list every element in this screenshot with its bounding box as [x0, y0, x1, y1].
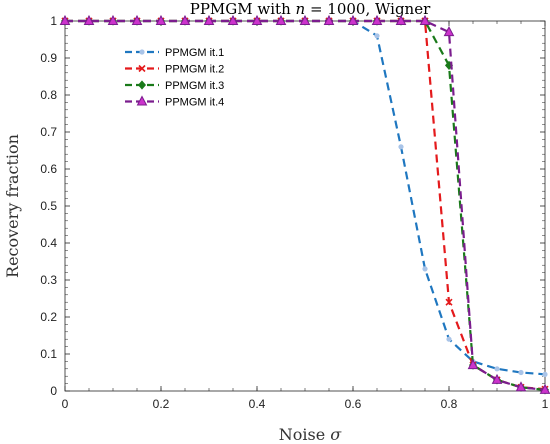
series-4-point — [443, 26, 455, 37]
series-1-point — [542, 371, 548, 377]
series-4-point — [227, 14, 239, 25]
series-1-point — [494, 366, 500, 372]
series-4-point — [179, 14, 191, 25]
legend-label: PPMGM it.3 — [165, 80, 224, 92]
y-tick-label: 0.1 — [40, 347, 57, 361]
x-tick-label: 0.8 — [441, 397, 458, 411]
legend-marker — [137, 80, 147, 90]
series-4-point — [203, 14, 215, 25]
legend-label: PPMGM it.2 — [165, 64, 224, 76]
series-4-point — [107, 14, 119, 25]
series-2-point — [445, 298, 453, 306]
series-4-point — [515, 381, 527, 392]
series-1-point — [446, 336, 452, 342]
legend-marker — [138, 64, 146, 73]
legend-label: PPMGM it.1 — [165, 47, 224, 59]
x-tick-label: 1 — [542, 397, 549, 411]
axis-ticks: 0 0.2 0.4 0.6 0.8 1 0 0.1 0.2 0.3 0.4 0.5 0.6 0.7 0.8 0… — [40, 14, 548, 411]
series-4-point — [419, 14, 431, 25]
x-axis-label: Noise σ — [279, 425, 343, 444]
series-4-point — [491, 373, 503, 384]
series-4-point — [299, 14, 311, 25]
series-4-point — [83, 14, 95, 25]
x-tick-label: 0.4 — [249, 397, 266, 411]
series-4 — [59, 14, 550, 394]
y-tick-label: 0.2 — [40, 310, 57, 324]
series-4-point — [131, 14, 143, 25]
series-1-point — [518, 369, 524, 376]
y-axis-label: Recovery fraction — [3, 134, 22, 278]
legend-label: PPMGM it.4 — [165, 97, 224, 109]
legend-marker — [136, 95, 148, 106]
legend-item: PPMGM it.3 — [125, 80, 224, 92]
series-4-point — [467, 359, 479, 370]
series-layer — [59, 14, 550, 395]
series-4-point — [347, 14, 359, 25]
x-tick-label: 0.6 — [345, 397, 362, 411]
series-4-point — [275, 14, 287, 25]
series-4-point — [251, 14, 263, 25]
chart-title-prefix: PPMGM with — [190, 0, 296, 18]
series-4-point — [155, 14, 167, 25]
chart-title-variable: n — [296, 0, 306, 18]
series-1-point — [374, 33, 380, 39]
y-tick-label: 0.3 — [40, 273, 57, 287]
chart-title-suffix: = 1000, Wigner — [305, 0, 431, 18]
x-tick-label: 0.2 — [153, 397, 170, 411]
chart-title: PPMGM with n = 1000, Wigner — [190, 0, 431, 18]
series-4-point — [371, 14, 383, 25]
y-tick-label: 0.9 — [40, 51, 57, 65]
series-4-point — [59, 14, 71, 25]
legend-item: PPMGM it.2 — [125, 64, 224, 76]
x-tick-label: 0 — [62, 397, 69, 411]
series-1-point — [398, 144, 404, 150]
series-1-point — [422, 266, 428, 272]
legend-item: PPMGM it.1 — [125, 47, 224, 59]
x-axis-label-text: Noise — [279, 425, 331, 444]
y-tick-label: 0 — [50, 384, 57, 398]
legend-marker — [139, 49, 145, 55]
y-tick-label: 1 — [50, 14, 57, 28]
legend: PPMGM it.1 PPMGM it.2 PPMGM it.3 PPMGM it.4 — [118, 40, 238, 114]
x-axis-label-symbol: σ — [330, 425, 342, 444]
series-4-point — [539, 383, 550, 394]
x-marker-stroke — [138, 64, 146, 73]
y-tick-label: 0.5 — [40, 199, 57, 213]
series-4-point — [323, 14, 335, 25]
legend-item: PPMGM it.4 — [125, 95, 224, 109]
x-marker-stroke — [445, 298, 453, 306]
series-4-point — [395, 14, 407, 25]
y-tick-label: 0.8 — [40, 88, 57, 102]
y-tick-label: 0.6 — [40, 162, 57, 176]
y-tick-label: 0.7 — [40, 125, 57, 139]
y-tick-label: 0.4 — [40, 236, 57, 250]
